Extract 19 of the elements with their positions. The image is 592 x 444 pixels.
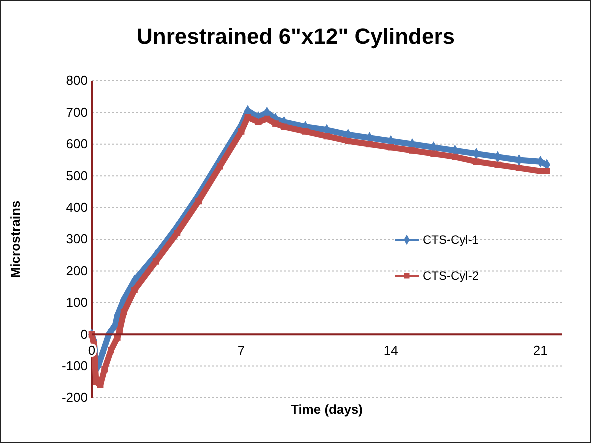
y-tick-label: 500 [66,168,88,184]
x-tick-label: 14 [384,342,398,358]
y-tick-label: 200 [66,263,88,278]
x-axis-title: Time (days) [290,402,364,417]
y-tick-label: 700 [66,104,88,120]
y-tick-label: 600 [66,136,88,152]
y-tick-label: -200 [62,390,88,406]
x-tick-label: 21 [533,342,548,358]
y-tick-label: 100 [66,295,88,310]
y-tick-label: 300 [66,232,88,247]
y-tick-label: 800 [66,73,88,88]
y-tick-label: 0 [80,326,88,342]
y-tick-label: 400 [66,200,88,215]
y-tick-label: -100 [62,358,88,374]
legend-label: CTS-Cyl-1 [423,233,480,247]
chart-title: Unrestrained 6"x12" Cylinders [137,24,455,49]
y-axis-title: Microstrains [8,200,23,278]
legend-label: CTS-Cyl-2 [423,269,480,283]
x-tick-label: 7 [238,342,246,358]
